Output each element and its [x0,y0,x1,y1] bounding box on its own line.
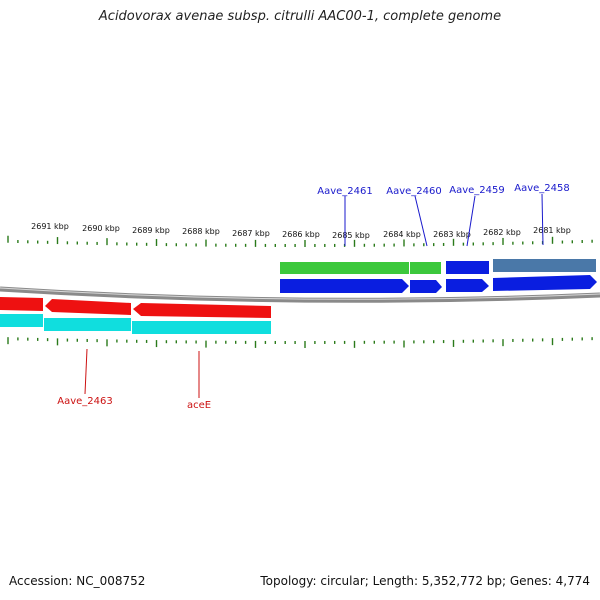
leader-line-aave-2460 [414,195,428,247]
ruler-label: 2689 kbp [132,226,170,235]
leader-line-aave-2458 [541,193,544,246]
reverse-cds-bar-aave-2463[interactable] [44,318,131,331]
reverse-gene-arrow-aave-2463[interactable] [45,299,131,315]
ruler-label: 2681 kbp [533,226,571,235]
gene-label-aave-2458[interactable]: Aave_2458 [514,183,570,194]
ruler-label: 2691 kbp [31,222,69,231]
gene-label-aave-2461[interactable]: Aave_2461 [317,186,373,197]
forward-cds-bar-aave-2459[interactable] [446,261,489,274]
gene-label-aave-2459[interactable]: Aave_2459 [449,185,505,196]
forward-other-bar-aave-2458[interactable] [493,259,596,272]
ruler-label: 2683 kbp [433,230,471,239]
ruler-label: 2690 kbp [82,224,120,233]
gene-label-aave-2463[interactable]: Aave_2463 [57,396,113,407]
genome-summary: Topology: circular; Length: 5,352,772 bp… [260,574,590,588]
leader-line-aave-2463 [84,348,88,395]
ruler-label: 2682 kbp [483,228,521,237]
forward-gene-arrow-aave-2459[interactable] [446,279,489,292]
ruler-label: 2684 kbp [383,230,421,239]
ruler-label: 2687 kbp [232,229,270,238]
forward-gene-arrow-aave-2461[interactable] [280,279,409,293]
reverse-cds-bar-acee[interactable] [132,321,271,334]
forward-gene-arrow-aave-2460[interactable] [410,280,442,293]
ruler-label: 2688 kbp [182,227,220,236]
ruler-label: 2685 kbp [332,231,370,240]
forward-gene-arrow-aave-2458[interactable] [493,275,597,291]
ruler-ticks-top [7,235,593,247]
forward-cds-bar-aave-2461[interactable] [280,262,409,274]
reverse-gene-arrow-aave-2464[interactable] [0,297,43,311]
genome-backbone-highlight [0,287,600,300]
reverse-cds-bar-aave-2464[interactable] [0,314,43,327]
accession-label: Accession: NC_008752 [9,574,146,588]
reverse-gene-arrow-acee[interactable] [133,303,271,318]
leader-line-aave-2459 [466,195,476,247]
gene-label-acee[interactable]: aceE [187,400,211,411]
ruler-label: 2686 kbp [282,230,320,239]
gene-label-aave-2460[interactable]: Aave_2460 [386,186,442,197]
forward-cds-bar-aave-2460[interactable] [410,262,441,274]
ruler-ticks-bottom [7,337,593,348]
ruler-labels: 2691 kbp 2690 kbp 2689 kbp 2688 kbp 2687 kbp… [31,222,571,240]
map-title: Acidovorax avenae subsp. citrulli AAC00-… [98,9,502,24]
genome-backbone [0,286,600,303]
